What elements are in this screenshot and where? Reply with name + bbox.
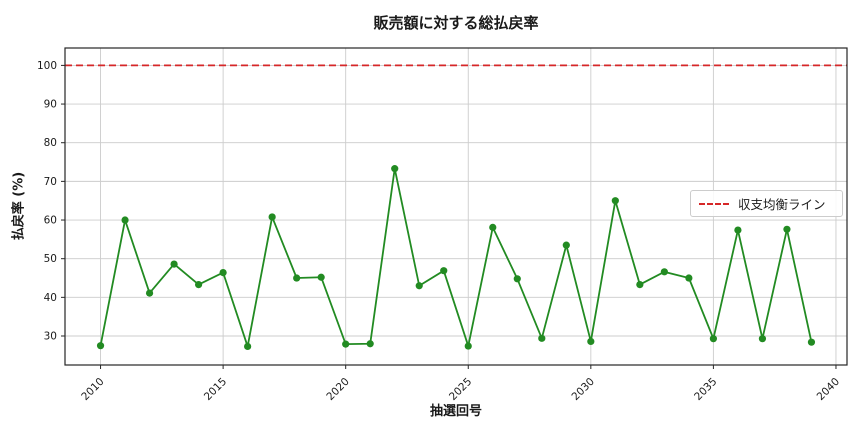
data-point [538, 334, 546, 342]
data-point [415, 282, 423, 290]
y-tick-label: 80 [44, 137, 57, 149]
data-point [195, 280, 203, 289]
x-tick-label: 2015 [202, 376, 229, 403]
x-tick-label: 2030 [570, 376, 597, 403]
y-tick-label: 100 [37, 60, 57, 72]
data-point [391, 165, 399, 173]
x-tick-label: 2040 [815, 376, 842, 403]
legend: 収支均衡ライン [690, 190, 843, 217]
y-tick-label: 30 [44, 331, 57, 343]
x-tick-label: 2025 [447, 376, 474, 403]
y-tick-label: 40 [44, 292, 57, 304]
y-axis-label: 払戻率 (%) [11, 171, 27, 241]
x-tick-label: 2010 [79, 376, 106, 403]
data-point [440, 267, 448, 275]
x-axis-label: 抽選回号 [429, 404, 483, 419]
payout-line [99, 167, 813, 348]
data-point [121, 216, 129, 224]
data-point [489, 223, 497, 231]
data-point [783, 225, 791, 233]
y-tick-label: 60 [44, 215, 57, 227]
data-point [366, 340, 374, 348]
data-point [170, 260, 178, 268]
data-point [562, 241, 570, 249]
data-point [244, 342, 252, 351]
data-point [807, 338, 816, 346]
data-point [758, 335, 767, 343]
legend-dashed-line-icon [699, 202, 729, 205]
plot-border [64, 47, 848, 366]
x-tick-label: 2035 [692, 376, 719, 403]
data-point [734, 226, 742, 234]
data-point [709, 335, 717, 343]
data-point [145, 289, 154, 297]
y-tick-label: 90 [44, 99, 57, 111]
data-point [636, 280, 644, 289]
data-point [293, 274, 301, 282]
data-point [464, 342, 472, 350]
data-point [685, 274, 693, 282]
y-tick-label: 50 [44, 253, 57, 265]
data-point [96, 342, 105, 350]
data-point [317, 273, 325, 281]
data-point [587, 337, 595, 346]
y-tick-label: 70 [44, 176, 57, 188]
data-point [219, 269, 227, 277]
data-point [268, 213, 276, 221]
data-point [660, 268, 668, 276]
data-point [611, 197, 619, 205]
x-tick-label: 2020 [324, 376, 351, 403]
data-point [513, 275, 521, 283]
chart-title: 販売額に対する総払戻率 [373, 14, 539, 32]
data-point [342, 340, 350, 348]
legend-label: 収支均衡ライン [738, 197, 826, 212]
